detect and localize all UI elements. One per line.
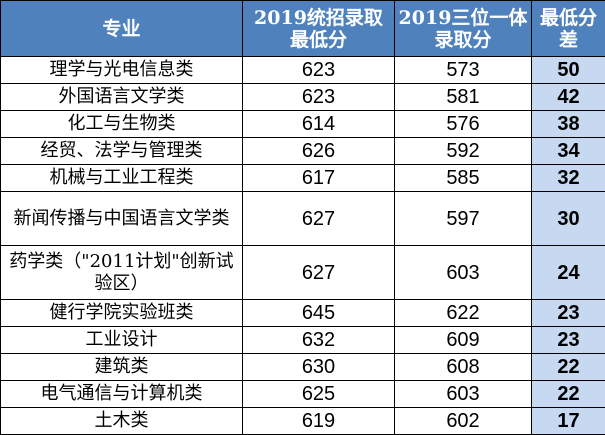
three-in-one-score-cell: 581 bbox=[394, 83, 532, 111]
general-score-cell: 623 bbox=[242, 83, 395, 111]
table-row: 土木类 619 602 17 bbox=[0, 407, 605, 435]
general-score-cell: 623 bbox=[242, 56, 395, 84]
table-row: 化工与生物类 614 576 38 bbox=[0, 110, 605, 138]
difference-cell: 38 bbox=[531, 110, 605, 138]
major-cell: 理学与光电信息类 bbox=[0, 56, 243, 84]
header-row: 专业 2019统招录取最低分 2019三位一体录取分 最低分差 bbox=[0, 0, 605, 57]
header-three-in-one-score: 2019三位一体录取分 bbox=[394, 0, 532, 57]
table-body: 理学与光电信息类 623 573 50 外国语言文学类 623 581 42 化… bbox=[0, 56, 605, 435]
three-in-one-score-cell: 597 bbox=[394, 191, 532, 246]
general-score-cell: 614 bbox=[242, 110, 395, 138]
three-in-one-score-cell: 592 bbox=[394, 137, 532, 165]
three-in-one-score-cell: 603 bbox=[394, 245, 532, 300]
major-cell: 外国语言文学类 bbox=[0, 83, 243, 111]
three-in-one-score-cell: 608 bbox=[394, 353, 532, 381]
three-in-one-score-cell: 622 bbox=[394, 299, 532, 327]
table-row: 新闻传播与中国语言文学类 627 597 30 bbox=[0, 191, 605, 246]
table-row: 工业设计 632 609 23 bbox=[0, 326, 605, 354]
difference-cell: 22 bbox=[531, 380, 605, 408]
major-cell: 电气通信与计算机类 bbox=[0, 380, 243, 408]
table-row: 健行学院实验班类 645 622 23 bbox=[0, 299, 605, 327]
table-row: 机械与工业工程类 617 585 32 bbox=[0, 164, 605, 192]
table-row: 电气通信与计算机类 625 603 22 bbox=[0, 380, 605, 408]
major-cell: 经贸、法学与管理类 bbox=[0, 137, 243, 165]
three-in-one-score-cell: 585 bbox=[394, 164, 532, 192]
header-min-difference: 最低分差 bbox=[531, 0, 605, 57]
general-score-cell: 627 bbox=[242, 191, 395, 246]
major-cell: 土木类 bbox=[0, 407, 243, 435]
major-cell: 建筑类 bbox=[0, 353, 243, 381]
major-cell: 新闻传播与中国语言文学类 bbox=[0, 191, 243, 246]
major-cell: 药学类（"2011计划"创新试验区） bbox=[0, 245, 243, 300]
header-major: 专业 bbox=[0, 0, 243, 57]
header-general-min-score: 2019统招录取最低分 bbox=[242, 0, 395, 57]
general-score-cell: 632 bbox=[242, 326, 395, 354]
general-score-cell: 626 bbox=[242, 137, 395, 165]
general-score-cell: 645 bbox=[242, 299, 395, 327]
general-score-cell: 625 bbox=[242, 380, 395, 408]
difference-cell: 32 bbox=[531, 164, 605, 192]
difference-cell: 50 bbox=[531, 56, 605, 84]
difference-cell: 34 bbox=[531, 137, 605, 165]
major-cell: 健行学院实验班类 bbox=[0, 299, 243, 327]
major-cell: 机械与工业工程类 bbox=[0, 164, 243, 192]
table-row: 建筑类 630 608 22 bbox=[0, 353, 605, 381]
three-in-one-score-cell: 609 bbox=[394, 326, 532, 354]
major-cell: 化工与生物类 bbox=[0, 110, 243, 138]
table-row: 外国语言文学类 623 581 42 bbox=[0, 83, 605, 111]
general-score-cell: 617 bbox=[242, 164, 395, 192]
general-score-cell: 627 bbox=[242, 245, 395, 300]
difference-cell: 42 bbox=[531, 83, 605, 111]
general-score-cell: 630 bbox=[242, 353, 395, 381]
three-in-one-score-cell: 603 bbox=[394, 380, 532, 408]
table-row: 理学与光电信息类 623 573 50 bbox=[0, 56, 605, 84]
difference-cell: 30 bbox=[531, 191, 605, 246]
difference-cell: 17 bbox=[531, 407, 605, 435]
three-in-one-score-cell: 576 bbox=[394, 110, 532, 138]
table-row: 药学类（"2011计划"创新试验区） 627 603 24 bbox=[0, 245, 605, 300]
difference-cell: 23 bbox=[531, 299, 605, 327]
general-score-cell: 619 bbox=[242, 407, 395, 435]
difference-cell: 23 bbox=[531, 326, 605, 354]
difference-cell: 22 bbox=[531, 353, 605, 381]
major-cell: 工业设计 bbox=[0, 326, 243, 354]
three-in-one-score-cell: 573 bbox=[394, 56, 532, 84]
three-in-one-score-cell: 602 bbox=[394, 407, 532, 435]
table-row: 经贸、法学与管理类 626 592 34 bbox=[0, 137, 605, 165]
difference-cell: 24 bbox=[531, 245, 605, 300]
